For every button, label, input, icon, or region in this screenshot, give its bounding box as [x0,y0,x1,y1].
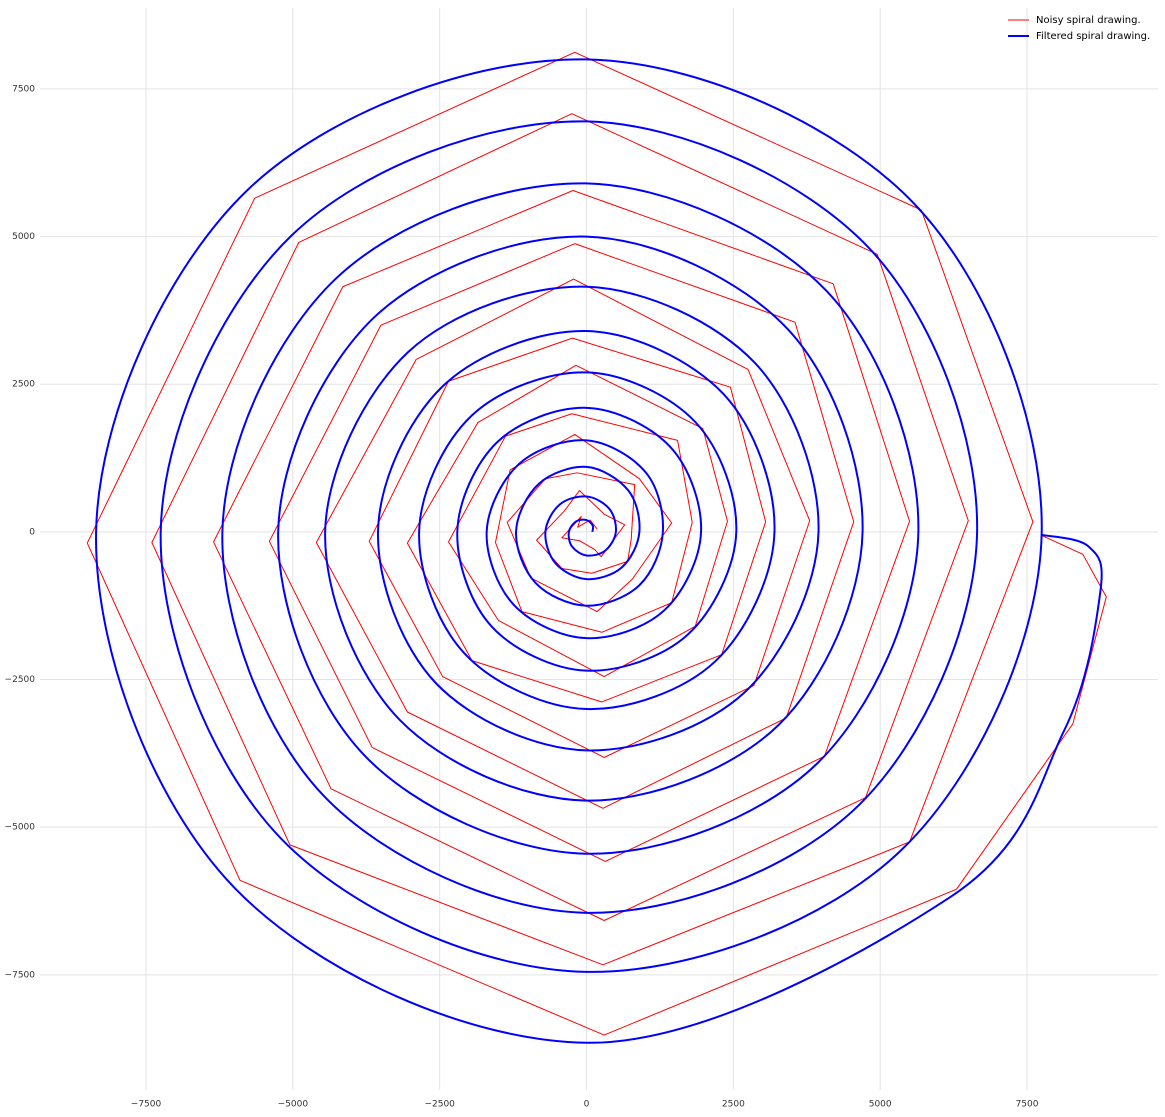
y-tick-label: 5000 [12,232,35,242]
y-tick-label: −5000 [5,823,36,833]
y-tick-label: 7500 [12,84,35,94]
y-tick-label: 2500 [12,380,35,390]
x-tick-label: 2500 [722,1100,745,1110]
x-tick-label: 0 [584,1100,590,1110]
y-tick-label: −7500 [5,970,36,980]
y-tick-label: 0 [29,527,35,537]
x-tick-label: 5000 [869,1100,892,1110]
series-line [86,51,1107,1036]
x-tick-label: −2500 [424,1100,455,1110]
legend-label: Filtered spiral drawing. [1036,31,1150,42]
x-tick-label: −7500 [131,1100,162,1110]
y-tick-label: −2500 [5,675,36,685]
x-tick-label: −5000 [278,1100,309,1110]
x-tick-label: 7500 [1016,1100,1039,1110]
legend-label: Noisy spiral drawing. [1036,15,1141,26]
series-line [95,58,1103,1044]
